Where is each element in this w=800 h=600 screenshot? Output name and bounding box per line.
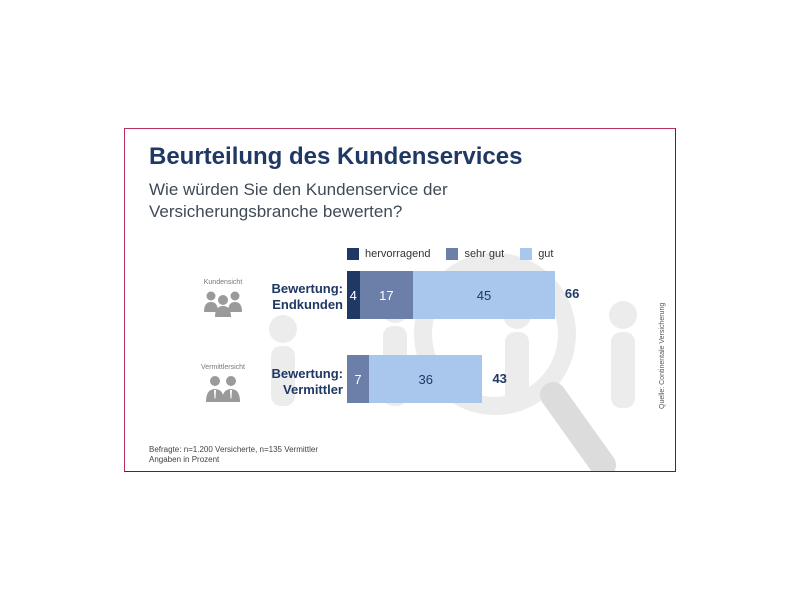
row-label: Bewertung: Vermittler (271, 366, 344, 397)
legend-item-gut: gut (520, 248, 553, 260)
stacked-bar-endkunden: 4 17 45 (347, 271, 555, 319)
bar-segment-sehr-gut: 7 (347, 355, 370, 403)
stacked-bar-vermittler: 7 36 (347, 355, 483, 403)
chart-title: Beurteilung des Kundenservices (149, 143, 523, 170)
business-people-icon (206, 376, 240, 402)
data-label: 45 (476, 287, 492, 303)
total-label: 43 (492, 371, 507, 386)
footnote-unit: Angaben in Prozent (149, 455, 220, 464)
data-label: 17 (379, 287, 394, 303)
footnote-sample: Befragte: n=1.200 Versicherte, n=135 Ver… (149, 445, 318, 454)
bar-segment-gut: 45 (413, 271, 555, 319)
legend-label: hervorragend (365, 248, 431, 260)
legend-item-sehr-gut: sehr gut (446, 248, 504, 260)
bar-segment-sehr-gut: 17 (359, 271, 414, 319)
footnote: Befragte: n=1.200 Versicherte, n=135 Ver… (149, 445, 318, 465)
group-of-people-icon (204, 291, 242, 317)
magnifier-and-people-icon (269, 253, 637, 471)
chart-legend: hervorragend sehr gut gut (347, 248, 553, 260)
chart-card: Beurteilung des Kundenservices Wie würde… (124, 128, 676, 472)
legend-swatch (347, 248, 359, 260)
chart-subtitle: Wie würden Sie den Kundenservice der Ver… (149, 180, 448, 221)
source-label: Quelle: Continentale Versicherung (659, 302, 666, 409)
data-label: 36 (418, 371, 433, 387)
data-label: 4 (349, 287, 357, 303)
legend-label: sehr gut (464, 248, 505, 260)
legend-swatch (446, 248, 459, 260)
total-label: 66 (564, 286, 580, 301)
bar-segment-gut: 36 (369, 355, 483, 403)
legend-item-hervorragend: hervorragend (347, 248, 430, 260)
legend-swatch (520, 248, 533, 260)
bar-segment-hervorragend: 4 (347, 271, 360, 319)
data-label: 7 (354, 371, 362, 387)
perspective-label: Kundensicht (203, 279, 243, 286)
perspective-label: Vermittlersicht (201, 364, 245, 371)
legend-label: gut (538, 248, 554, 260)
row-label: Bewertung: Endkunden (271, 281, 344, 312)
